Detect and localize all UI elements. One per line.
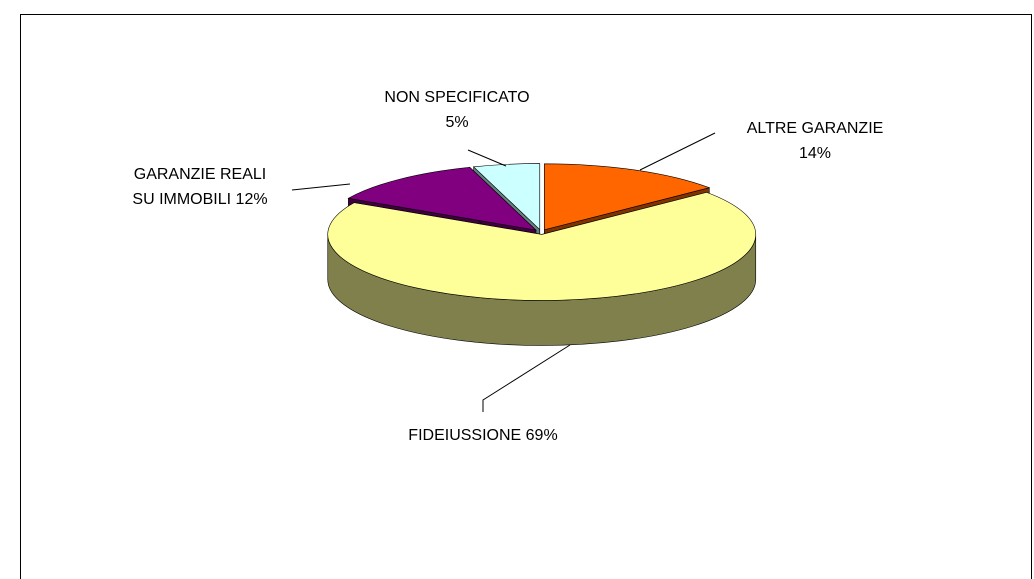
category-label: ALTRE GARANZIE (746, 119, 884, 137)
slice (327, 192, 757, 301)
value-label: 69% (525, 426, 558, 444)
slice (472, 163, 541, 231)
category-label: NON SPECIFICATO (384, 88, 530, 106)
leader-line (291, 183, 351, 191)
category-label: GARANZIE REALI SU IMMOBILI (132, 165, 267, 208)
category-label: FIDEIUSSIONE (408, 426, 522, 444)
data-label: FIDEIUSSIONE 69% (333, 423, 633, 448)
data-label: GARANZIE REALI SU IMMOBILI 12% (128, 162, 273, 212)
data-label: NON SPECIFICATO 5% (377, 85, 537, 135)
slice (347, 167, 537, 231)
pie (327, 163, 757, 346)
slice (544, 163, 711, 231)
value-label: 5% (445, 113, 469, 131)
data-label: ALTRE GARANZIE 14% (740, 116, 890, 166)
leader-line (482, 344, 571, 412)
value-label: 12% (235, 190, 268, 208)
value-label: 14% (798, 144, 832, 162)
leader-line (639, 132, 716, 171)
leader-line (467, 149, 507, 167)
